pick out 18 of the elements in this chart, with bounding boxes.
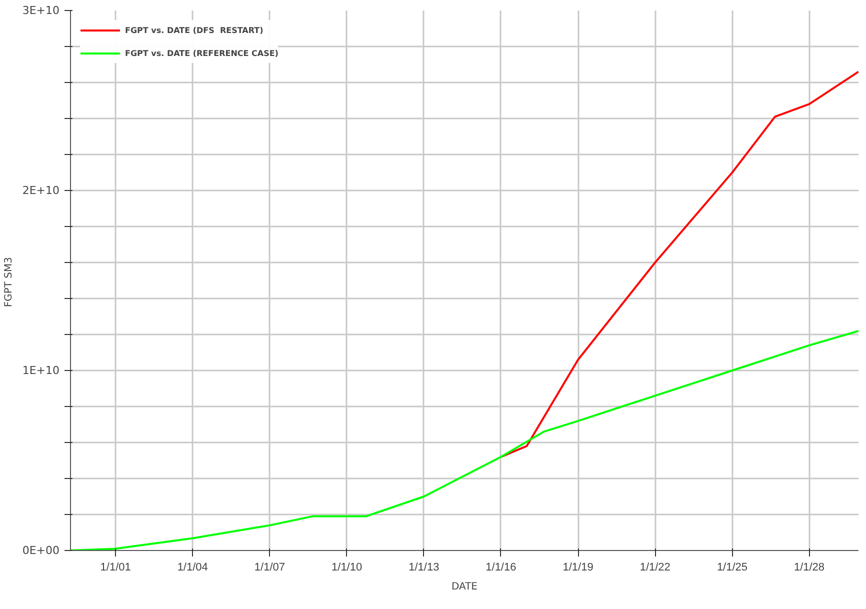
y-tick-label: 1E+10 bbox=[22, 364, 60, 377]
x-tick-label: 1/1/28 bbox=[794, 562, 825, 574]
y-tick-label: 2E+10 bbox=[22, 184, 60, 197]
y-axis-title: FGPT SM3 bbox=[3, 257, 14, 308]
x-axis-title: DATE bbox=[451, 582, 478, 592]
x-tick-label: 1/1/04 bbox=[177, 562, 208, 574]
x-tick-label: 1/1/19 bbox=[562, 562, 594, 574]
x-tick-label: 1/1/10 bbox=[332, 562, 362, 574]
x-tick-label: 1/1/22 bbox=[640, 562, 670, 574]
x-tick-label: 1/1/13 bbox=[408, 562, 440, 574]
legend-label: FGPT vs. DATE (REFERENCE CASE) bbox=[125, 48, 278, 58]
y-tick-label: 3E+10 bbox=[22, 4, 60, 17]
x-tick-label: 1/1/01 bbox=[100, 562, 131, 574]
y-tick-label: 0E+00 bbox=[22, 544, 60, 557]
x-tick-label: 1/1/25 bbox=[716, 562, 748, 574]
x-tick-label: 1/1/16 bbox=[486, 562, 516, 574]
legend-label: FGPT vs. DATE (DFS RESTART) bbox=[125, 26, 264, 34]
x-tick-label: 1/1/07 bbox=[254, 562, 286, 574]
